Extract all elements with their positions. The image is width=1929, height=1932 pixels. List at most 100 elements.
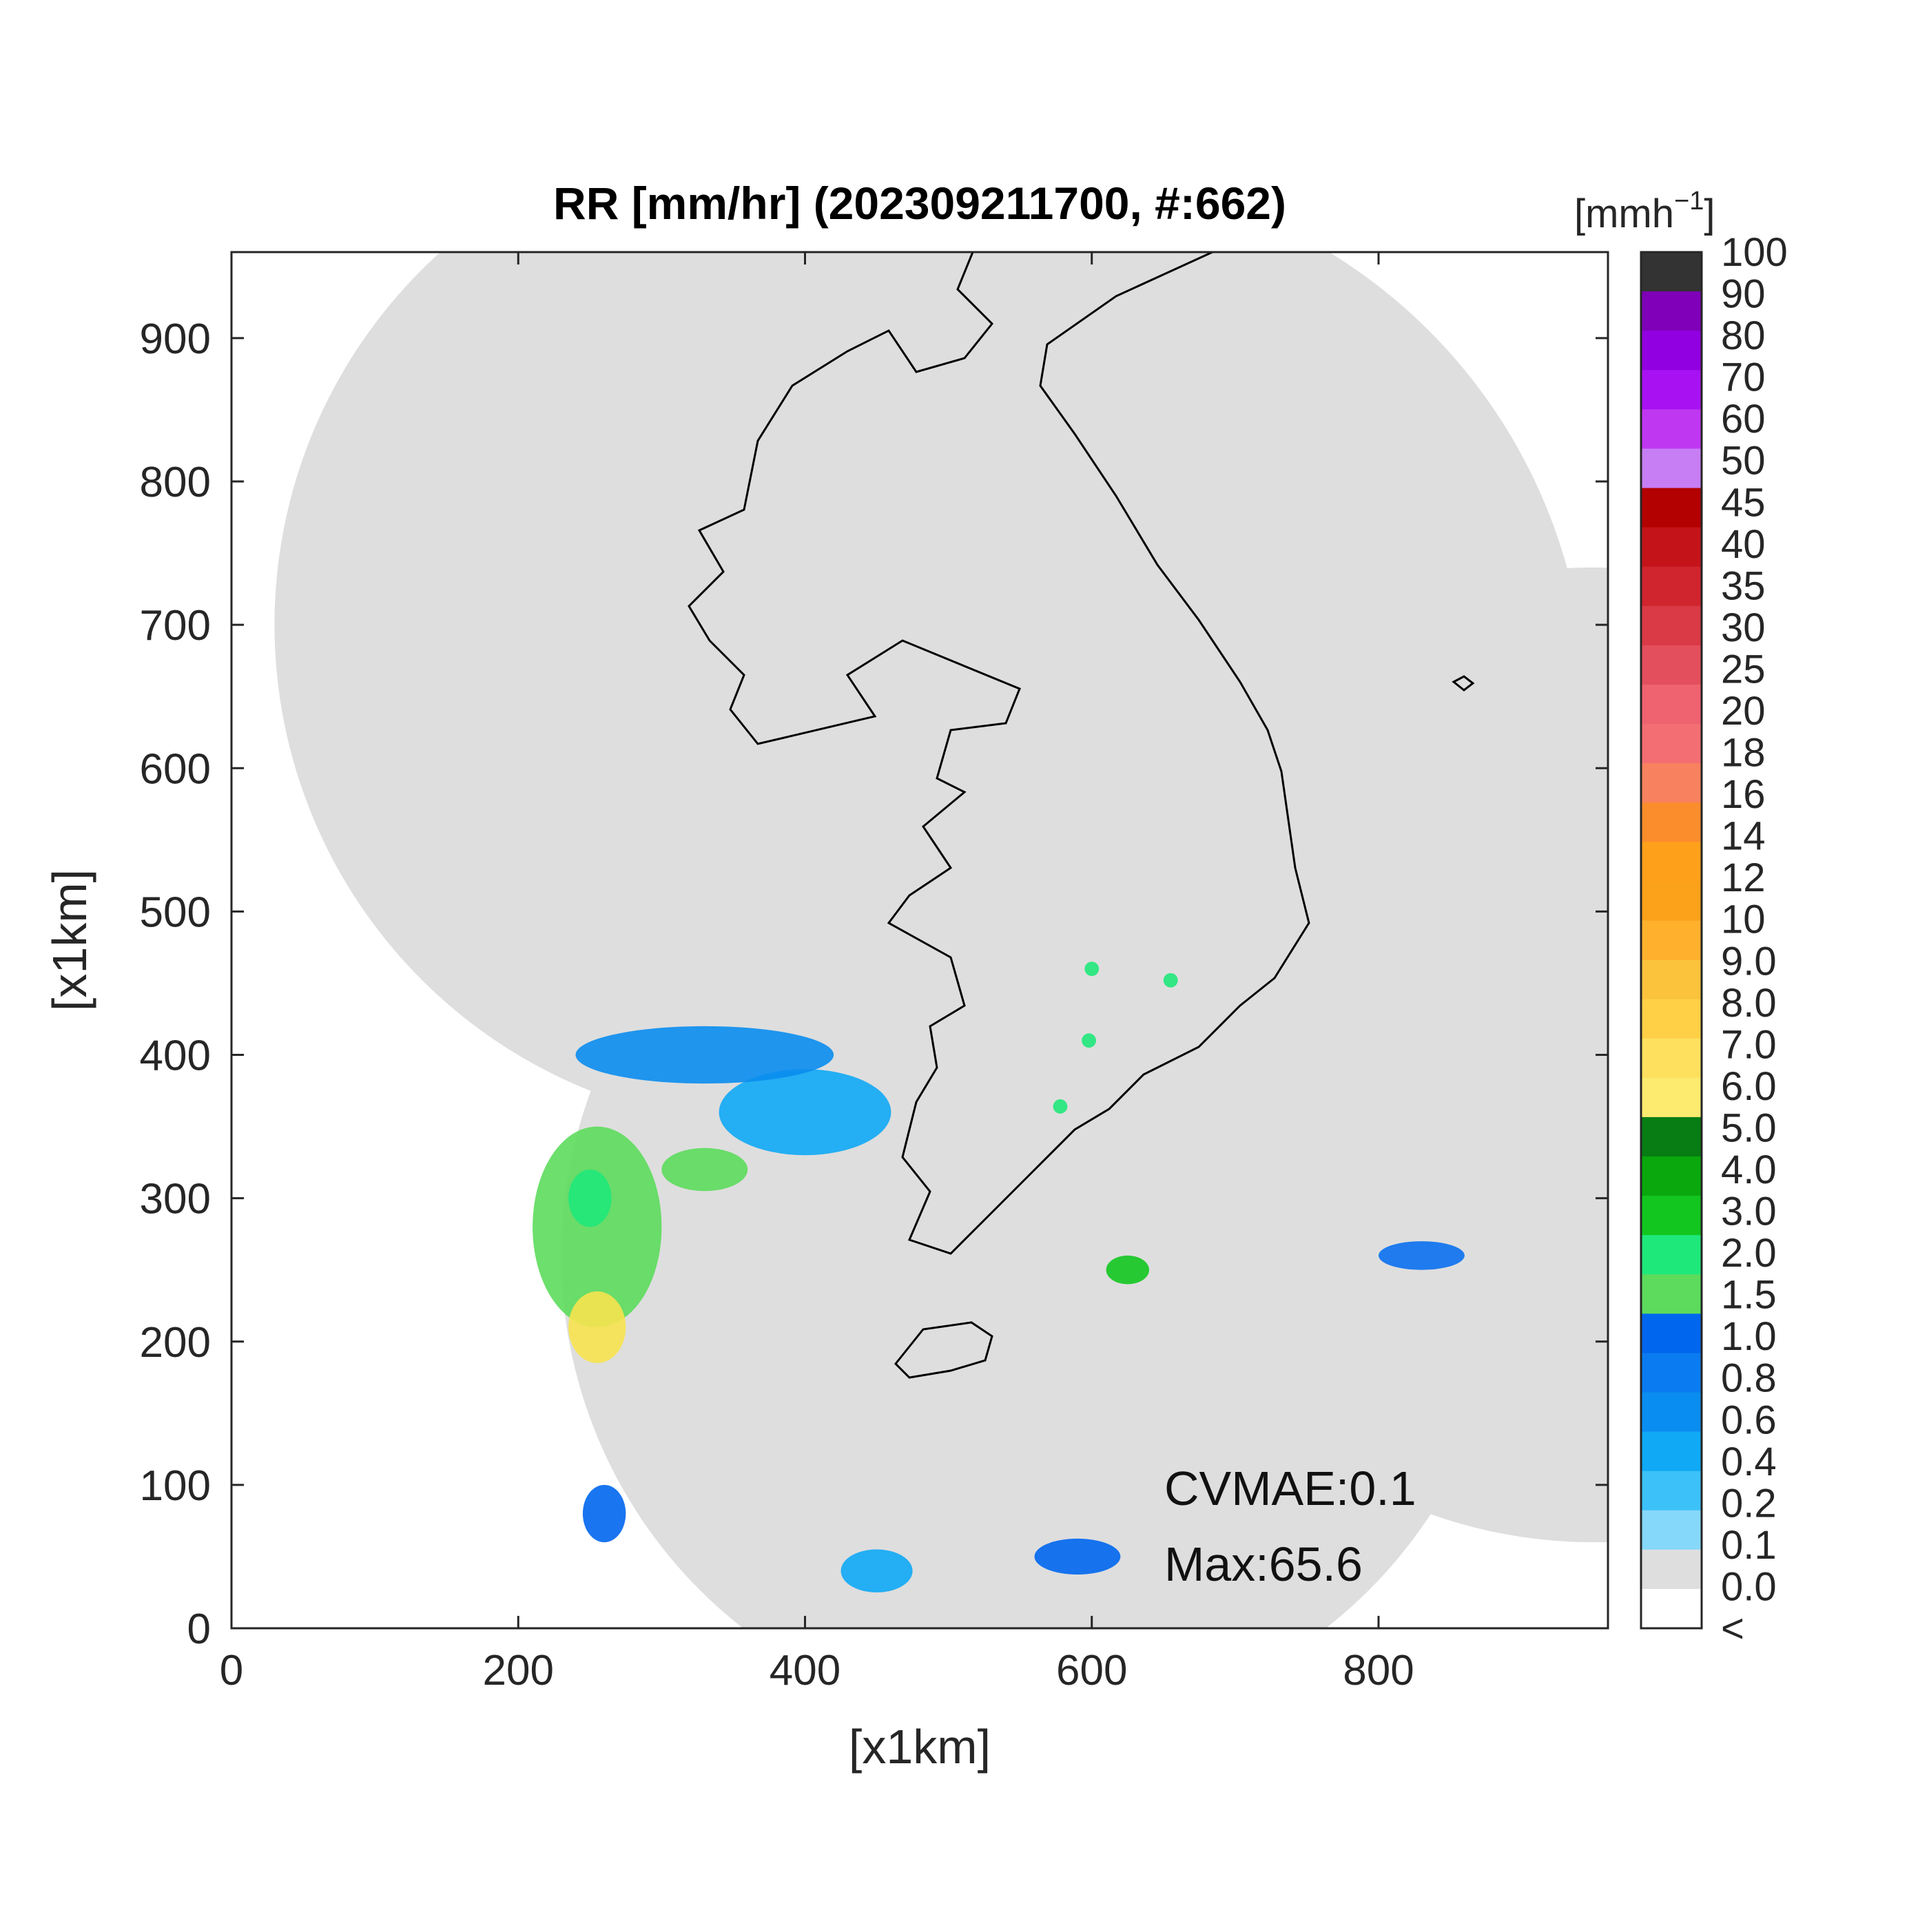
colorbar-unit-close: ] (1704, 191, 1715, 236)
colorbar-label-20: 6.0 (1721, 1064, 1777, 1109)
colorbar-segment-34 (1641, 1588, 1702, 1629)
colorbar-label-29: 0.4 (1721, 1440, 1777, 1484)
rain-cell-14 (582, 1484, 626, 1543)
colorbar-label-14: 14 (1721, 814, 1766, 859)
colorbar-label-23: 3.0 (1721, 1190, 1777, 1234)
y-tick-label-3: 300 (140, 1176, 211, 1223)
colorbar-segment-1 (1641, 291, 1702, 331)
colorbar-segment-0 (1641, 252, 1702, 292)
radar-coverage-layer (274, 252, 1608, 1628)
colorbar-segment-32 (1641, 1510, 1702, 1550)
rain-cell-8 (1082, 1033, 1096, 1048)
colorbar-label-8: 35 (1721, 563, 1766, 608)
colorbar-segment-17 (1641, 920, 1702, 961)
colorbar-label-21: 5.0 (1721, 1105, 1777, 1150)
ulleung-island-outline (1452, 675, 1475, 692)
y-tick-label-1: 100 (140, 1462, 211, 1510)
y-axis-label: [x1km] (43, 869, 96, 1011)
colorbar-label-17: 9.0 (1721, 939, 1777, 984)
rain-cell-1 (568, 1291, 626, 1363)
rain-cell-12 (1034, 1538, 1121, 1575)
colorbar-label-27: 0.8 (1721, 1356, 1777, 1401)
rain-cell-7 (1163, 973, 1178, 988)
coastline-layer (688, 252, 1475, 1379)
y-axis-ticks: 0 100 200 300 400 500 600 700 800 900 (140, 315, 1608, 1653)
colorbar-segment-27 (1641, 1313, 1702, 1353)
colorbar-segment-10 (1641, 645, 1702, 685)
rain-cell-9 (1053, 1099, 1068, 1114)
colorbar-segment-28 (1641, 1353, 1702, 1393)
colorbar-label-2: 80 (1721, 313, 1766, 358)
colorbar-segment-29 (1641, 1392, 1702, 1433)
y-tick-label-6: 600 (140, 745, 211, 793)
colorbar-label-5: 50 (1721, 439, 1766, 484)
y-tick-label-2: 200 (140, 1319, 211, 1367)
colorbar-segment-24 (1641, 1196, 1702, 1236)
colorbar-label-15: 12 (1721, 855, 1766, 900)
colorbar-segment-6 (1641, 488, 1702, 528)
korean-peninsula-outline (688, 252, 1310, 1255)
y-tick-label-8: 800 (140, 459, 211, 506)
colorbar-label-0: 100 (1721, 230, 1788, 275)
y-tick-label-4: 400 (140, 1032, 211, 1080)
colorbar-segment-2 (1641, 331, 1702, 371)
colorbar-segment-16 (1641, 881, 1702, 922)
rain-cell-3 (661, 1147, 748, 1192)
colorbar-label-33: < (1721, 1606, 1744, 1651)
x-tick-label-4: 800 (1343, 1647, 1414, 1694)
colorbar-segment-18 (1641, 959, 1702, 1000)
colorbar-frame (1640, 251, 1703, 1630)
colorbar-label-7: 40 (1721, 522, 1766, 567)
x-tick-label-0: 0 (220, 1647, 243, 1694)
x-tick-label-1: 200 (483, 1647, 554, 1694)
x-axis-ticks: 0 200 400 600 800 (220, 252, 1414, 1694)
rain-cell-5 (575, 1026, 834, 1084)
colorbar-label-13: 16 (1721, 772, 1766, 817)
y-tick-label-7: 700 (140, 602, 211, 650)
max-annotation: Max:65.6 (1164, 1537, 1363, 1591)
colorbar-label-11: 20 (1721, 689, 1766, 734)
x-tick-label-2: 400 (770, 1647, 840, 1694)
colorbar-segment-21 (1641, 1077, 1702, 1118)
chart-title: RR [mm/hr] (202309211700, #:662) (553, 178, 1286, 229)
y-tick-label-9: 900 (140, 315, 211, 363)
colorbar-label-26: 1.0 (1721, 1314, 1777, 1359)
rain-cell-11 (1379, 1241, 1465, 1270)
colorbar-segment-25 (1641, 1235, 1702, 1275)
y-tick-label-0: 0 (187, 1606, 211, 1653)
colorbar-segment-31 (1641, 1471, 1702, 1511)
colorbar-label-16: 10 (1721, 897, 1766, 942)
x-tick-label-3: 600 (1056, 1647, 1127, 1694)
colorbar-label-10: 25 (1721, 647, 1766, 692)
rain-cell-6 (1084, 962, 1100, 977)
rain-cell-2 (568, 1170, 612, 1227)
colorbar-label-30: 0.2 (1721, 1481, 1777, 1526)
radar-coverage-3 (561, 782, 1508, 1628)
colorbar-unit-exponent: −1 (1674, 187, 1704, 216)
colorbar-segment-9 (1641, 605, 1702, 646)
colorbar-label-31: 0.1 (1721, 1523, 1777, 1568)
cvmae-annotation: CVMAE:0.1 (1164, 1462, 1416, 1515)
colorbar-segment-22 (1641, 1116, 1702, 1157)
colorbar-label-18: 8.0 (1721, 981, 1777, 1026)
colorbar-segment-7 (1641, 527, 1702, 568)
colorbar-segment-30 (1641, 1431, 1702, 1472)
colorbar: 100908070605045403530252018161412109.08.… (1640, 230, 1788, 1651)
colorbar-label-32: 0.0 (1721, 1564, 1777, 1609)
colorbar-segment-26 (1641, 1274, 1702, 1314)
colorbar-label-6: 45 (1721, 480, 1766, 525)
jeju-island-outline (894, 1321, 993, 1379)
colorbar-segment-4 (1641, 409, 1702, 450)
x-axis-label: [x1km] (849, 1720, 991, 1774)
colorbar-segment-33 (1641, 1549, 1702, 1590)
colorbar-label-3: 70 (1721, 355, 1766, 400)
colorbar-segment-8 (1641, 566, 1702, 607)
plot-frame (230, 251, 1609, 1630)
rain-cell-13 (840, 1549, 913, 1592)
colorbar-label-25: 1.5 (1721, 1273, 1777, 1318)
colorbar-segment-14 (1641, 802, 1702, 842)
colorbar-segment-5 (1641, 448, 1702, 489)
colorbar-segment-19 (1641, 999, 1702, 1039)
